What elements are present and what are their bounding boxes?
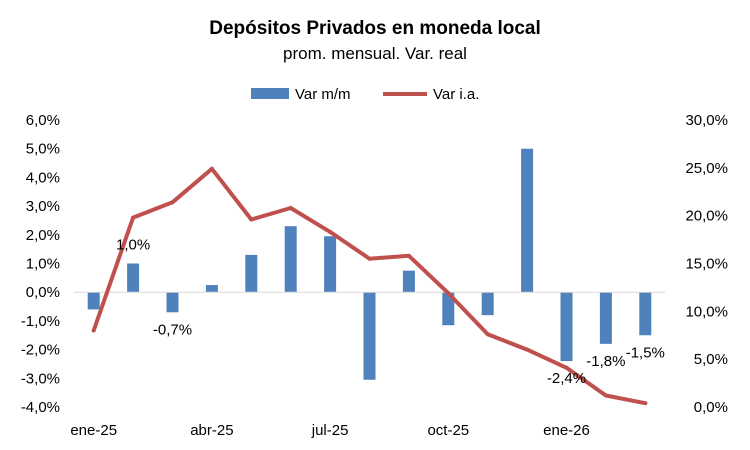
bar xyxy=(639,292,652,336)
y-left-tick-label: 2,0% xyxy=(26,227,60,244)
line-point xyxy=(564,365,569,370)
x-tick-label: jul-25 xyxy=(311,422,349,439)
chart-subtitle: prom. mensual. Var. real xyxy=(283,44,467,63)
bar xyxy=(442,292,455,326)
line-point xyxy=(249,217,254,222)
line-point xyxy=(485,332,490,337)
line-point xyxy=(367,256,372,261)
bar xyxy=(324,236,337,293)
line-point xyxy=(446,291,451,296)
bar xyxy=(87,292,100,310)
line-point xyxy=(328,229,333,234)
legend-label-var-ia: Var i.a. xyxy=(433,86,479,103)
y-left-tick-label: -3,0% xyxy=(21,370,60,387)
y-left-tick-label: -1,0% xyxy=(21,313,60,330)
x-tick-label: ene-25 xyxy=(70,422,117,439)
x-axis: ene-25 abr-25 jul-25 oct-25 ene-26 xyxy=(70,422,590,439)
x-tick-label: ene-26 xyxy=(543,422,590,439)
y-right-tick-label: 15,0% xyxy=(685,256,728,273)
y-axis-right: 30,0% 25,0% 20,0% 15,0% 10,0% 5,0% 0,0% xyxy=(685,112,728,416)
line-point xyxy=(643,401,648,406)
y-axis-left: 6,0% 5,0% 4,0% 3,0% 2,0% 1,0% 0,0% -1,0% -2,0% -3… xyxy=(21,112,60,416)
line-point xyxy=(91,328,96,333)
y-right-tick-label: 5,0% xyxy=(694,351,728,368)
bar-data-labels: 1,0% -0,7% -2,4%-1,8%-1,5% xyxy=(116,237,665,388)
bar xyxy=(205,285,218,293)
bar xyxy=(560,292,573,362)
bar-data-label: -1,5% xyxy=(626,344,665,361)
line-series-var-ia xyxy=(91,166,648,406)
x-tick-label: oct-25 xyxy=(427,422,469,439)
legend-label-var-mm: Var m/m xyxy=(295,86,351,103)
line-point xyxy=(288,206,293,211)
bar xyxy=(284,226,297,293)
y-left-tick-label: 4,0% xyxy=(26,169,60,186)
legend: Var m/m Var i.a. xyxy=(251,86,479,103)
bar xyxy=(363,292,376,380)
bar xyxy=(481,292,494,316)
line-point xyxy=(170,200,175,205)
y-right-tick-label: 0,0% xyxy=(694,399,728,416)
y-left-tick-label: -2,0% xyxy=(21,342,60,359)
y-left-tick-label: -4,0% xyxy=(21,399,60,416)
line-point xyxy=(525,347,530,352)
y-left-tick-label: 0,0% xyxy=(26,284,60,301)
y-left-tick-label: 5,0% xyxy=(26,141,60,158)
y-left-tick-label: 3,0% xyxy=(26,198,60,215)
bar xyxy=(402,270,415,293)
y-left-tick-label: 6,0% xyxy=(26,112,60,129)
bar-series-var-mm xyxy=(87,148,652,380)
bar xyxy=(599,292,612,344)
y-right-tick-label: 25,0% xyxy=(685,160,728,177)
bar-data-label: -2,4% xyxy=(547,370,586,387)
line-point xyxy=(603,393,608,398)
line-point xyxy=(131,215,136,220)
y-right-tick-label: 30,0% xyxy=(685,112,728,129)
line-point xyxy=(406,253,411,258)
y-right-tick-label: 20,0% xyxy=(685,208,728,225)
bar-data-label: -1,8% xyxy=(586,353,625,370)
bar xyxy=(245,254,258,293)
bar-data-label: -0,7% xyxy=(153,321,192,338)
chart-title: Depósitos Privados en moneda local xyxy=(209,18,541,39)
legend-bar-swatch xyxy=(251,88,289,99)
x-tick-label: abr-25 xyxy=(190,422,233,439)
bar xyxy=(521,148,534,293)
bar xyxy=(127,263,140,293)
y-left-tick-label: 1,0% xyxy=(26,256,60,273)
bar xyxy=(166,292,179,313)
bar-data-label: 1,0% xyxy=(116,237,150,254)
line-point xyxy=(209,166,214,171)
y-right-tick-label: 10,0% xyxy=(685,303,728,320)
